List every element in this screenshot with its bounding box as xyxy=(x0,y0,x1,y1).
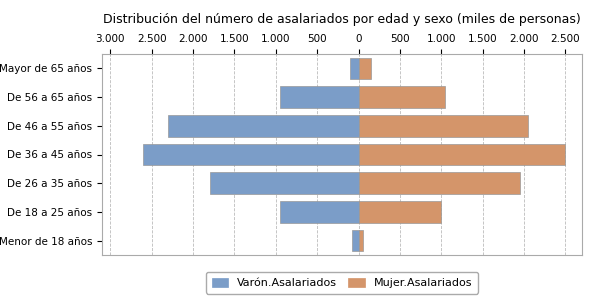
Bar xyxy=(359,172,520,194)
Bar xyxy=(280,201,359,223)
Bar xyxy=(359,115,528,136)
Bar xyxy=(359,86,445,108)
Bar xyxy=(359,58,371,79)
Legend: Varón.Asalariados, Mujer.Asalariados: Varón.Asalariados, Mujer.Asalariados xyxy=(206,272,478,294)
Bar xyxy=(359,201,442,223)
Title: Distribución del número de asalariados por edad y sexo (miles de personas): Distribución del número de asalariados p… xyxy=(103,13,581,26)
Bar xyxy=(280,86,359,108)
Bar xyxy=(352,230,359,251)
Bar xyxy=(359,144,565,165)
Bar xyxy=(359,230,362,251)
Bar xyxy=(168,115,359,136)
Bar xyxy=(143,144,359,165)
Bar xyxy=(350,58,359,79)
Bar xyxy=(209,172,359,194)
